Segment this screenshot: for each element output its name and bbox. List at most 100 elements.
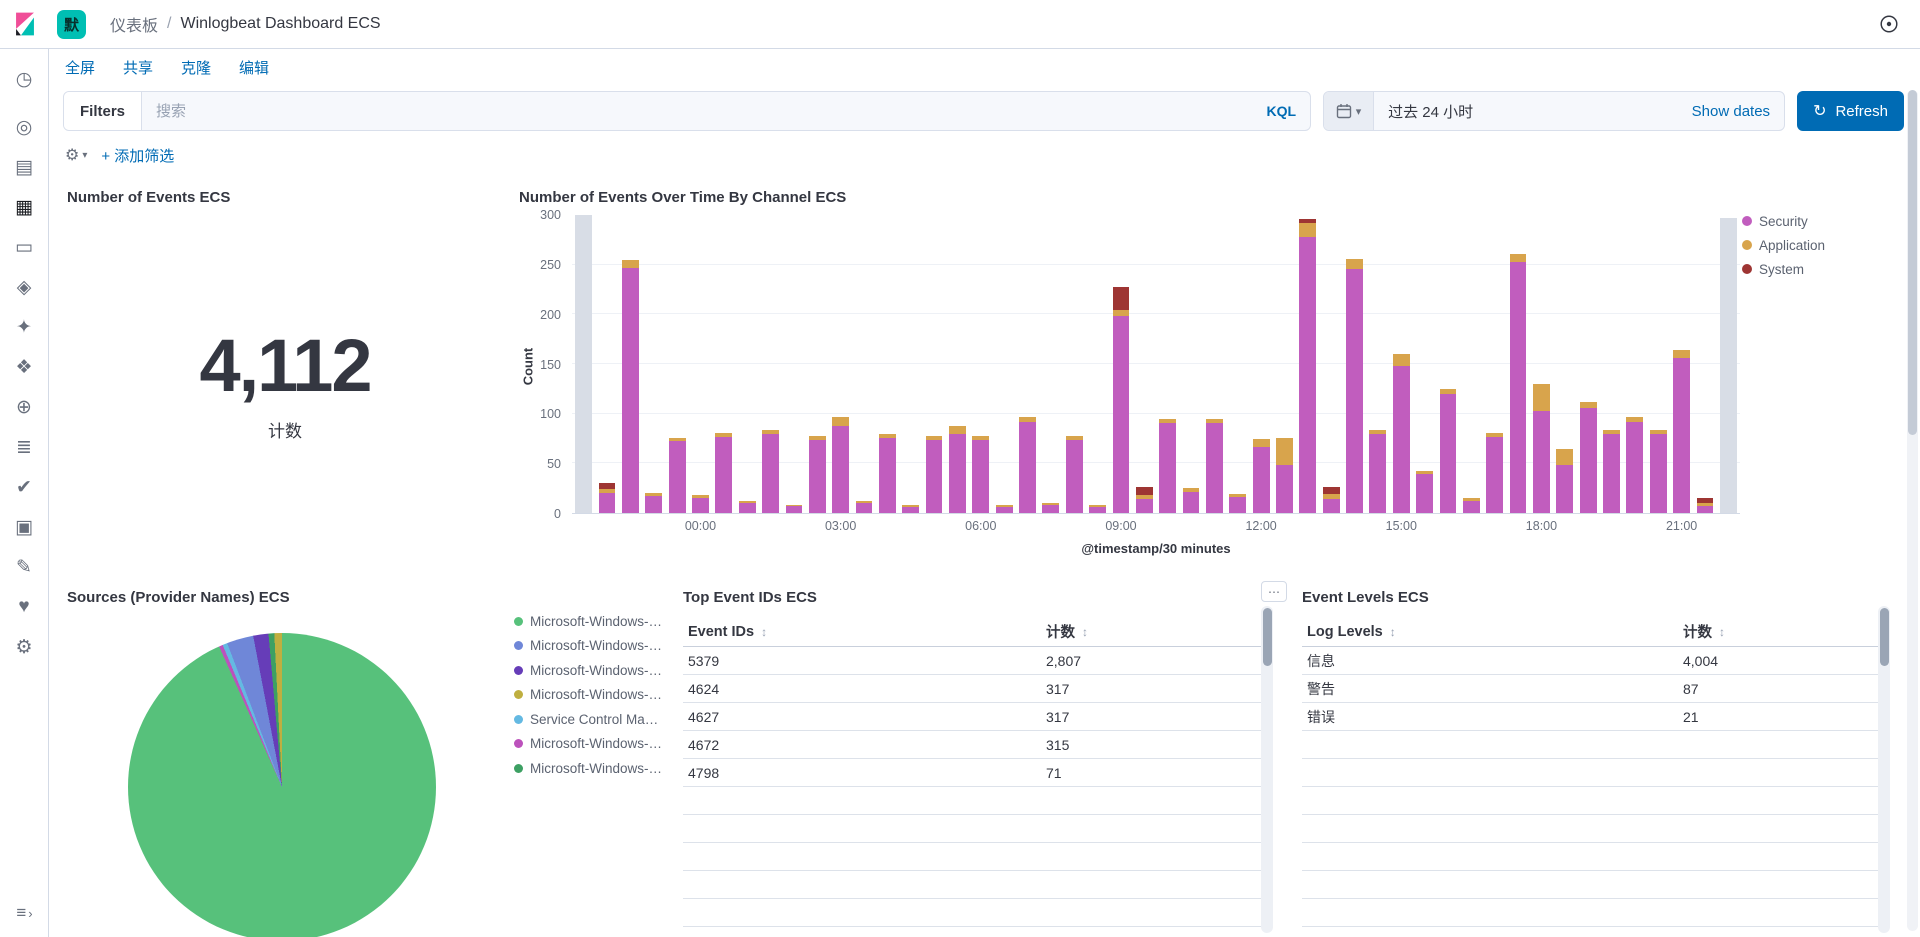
add-filter-link[interactable]: + 添加筛选 <box>101 147 175 165</box>
panel-menu-icon[interactable]: ⋯ <box>1261 581 1287 602</box>
stacked-bar[interactable] <box>1019 215 1036 513</box>
discover-icon[interactable]: ◎ <box>15 116 33 138</box>
clone-link[interactable]: 克隆 <box>181 59 212 77</box>
stacked-bar[interactable] <box>972 215 990 513</box>
space-avatar-badge[interactable]: 默 <box>57 9 86 39</box>
stacked-bar[interactable] <box>1579 215 1597 513</box>
stacked-bar[interactable] <box>1322 215 1340 513</box>
stacked-bar[interactable] <box>1649 215 1667 513</box>
stacked-bar[interactable] <box>1439 215 1457 513</box>
stacked-bar[interactable] <box>762 215 779 513</box>
stacked-bar[interactable] <box>1252 215 1270 513</box>
breadcrumb-dashboards-link[interactable]: 仪表板 <box>110 18 159 35</box>
recently-viewed-icon[interactable]: ◷ <box>15 68 33 90</box>
stacked-bar[interactable] <box>1673 215 1690 513</box>
management-icon[interactable]: ⚙ <box>15 636 33 658</box>
stacked-bar[interactable] <box>949 215 966 513</box>
graph-icon[interactable]: ❖ <box>15 356 33 378</box>
stacked-bar[interactable] <box>1065 215 1083 513</box>
column-header[interactable]: 计数 ↕ <box>1041 621 1261 642</box>
dev-tools-icon[interactable]: ✎ <box>16 556 32 578</box>
stacked-bar[interactable] <box>1042 215 1060 513</box>
column-header[interactable]: Log Levels ↕ <box>1302 624 1678 640</box>
stacked-bar[interactable] <box>1416 215 1434 513</box>
monitoring-icon[interactable]: ♥ <box>18 596 30 617</box>
stacked-bar[interactable] <box>1182 215 1200 513</box>
legend-item[interactable]: Application <box>1742 233 1890 257</box>
logs-icon[interactable]: ≣ <box>16 436 32 458</box>
share-link[interactable]: 共享 <box>123 59 154 77</box>
stacked-bar[interactable] <box>1462 215 1480 513</box>
stacked-bar[interactable] <box>902 215 920 513</box>
stacked-bar[interactable] <box>1135 215 1153 513</box>
stacked-bar[interactable] <box>645 215 663 513</box>
scrollbar-thumb[interactable] <box>1879 608 1889 666</box>
uptime-icon[interactable]: ✔ <box>16 476 32 498</box>
stacked-bar[interactable] <box>1533 215 1550 513</box>
stacked-bar[interactable] <box>1205 215 1223 513</box>
kql-toggle[interactable]: KQL <box>1266 103 1297 119</box>
stacked-bar[interactable] <box>738 215 756 513</box>
stacked-bar[interactable] <box>1556 215 1574 513</box>
stacked-bar[interactable] <box>1603 215 1620 513</box>
stacked-bar[interactable] <box>855 215 873 513</box>
stacked-bar[interactable] <box>1229 215 1247 513</box>
legend-item[interactable]: Microsoft-Windows-… <box>514 756 664 781</box>
stacked-bar[interactable] <box>1346 215 1363 513</box>
dashboard-icon[interactable]: ▦ <box>15 196 33 218</box>
help-icon[interactable] <box>1878 13 1900 35</box>
refresh-button[interactable]: ↻ Refresh <box>1797 91 1904 131</box>
table-scrollbar[interactable] <box>1261 606 1273 933</box>
legend-item[interactable]: Microsoft-Windows-… <box>514 683 664 708</box>
column-header[interactable]: Event IDs ↕ <box>683 624 1041 640</box>
show-dates-link[interactable]: Show dates <box>1691 102 1771 120</box>
sort-icon[interactable]: ↕ <box>1389 624 1396 639</box>
stacked-bar[interactable] <box>832 215 850 513</box>
stacked-bar[interactable] <box>808 215 826 513</box>
stacked-bar[interactable] <box>1299 215 1317 513</box>
stacked-bar[interactable] <box>925 215 943 513</box>
legend-item[interactable]: Security <box>1742 209 1890 233</box>
stacked-bar[interactable] <box>668 215 686 513</box>
stacked-bar[interactable] <box>1276 215 1293 513</box>
pie-chart[interactable] <box>128 633 436 937</box>
filter-settings-button[interactable]: ⚙ ▾ <box>65 145 87 165</box>
stacked-bar[interactable] <box>878 215 896 513</box>
stacked-bar[interactable] <box>1719 215 1737 513</box>
legend-item[interactable]: Microsoft-Windows-… <box>514 732 664 757</box>
table-scrollbar[interactable] <box>1878 606 1890 933</box>
stacked-bar[interactable] <box>575 215 593 513</box>
stacked-bar[interactable] <box>1112 215 1130 513</box>
search-input[interactable] <box>142 92 1267 130</box>
sort-icon[interactable]: ↕ <box>1719 624 1725 639</box>
stacked-bar[interactable] <box>1369 215 1387 513</box>
apm-icon[interactable]: ⊕ <box>16 396 32 418</box>
filters-button[interactable]: Filters <box>64 92 143 130</box>
legend-item[interactable]: Microsoft-Windows-… <box>514 634 664 659</box>
machine-learning-icon[interactable]: ✦ <box>16 316 32 338</box>
scrollbar-thumb[interactable] <box>1908 90 1917 435</box>
canvas-icon[interactable]: ▭ <box>15 236 33 258</box>
fullscreen-link[interactable]: 全屏 <box>65 59 96 77</box>
kibana-logo[interactable] <box>0 0 49 49</box>
visualize-icon[interactable]: ▤ <box>15 156 33 178</box>
page-scrollbar[interactable] <box>1907 90 1918 931</box>
legend-item[interactable]: Service Control Man… <box>514 707 664 732</box>
stacked-bar[interactable] <box>785 215 803 513</box>
siem-icon[interactable]: ▣ <box>15 516 33 538</box>
stacked-bar[interactable] <box>1486 215 1504 513</box>
stacked-bar[interactable] <box>715 215 733 513</box>
sort-icon[interactable]: ↕ <box>761 624 768 639</box>
stacked-bar[interactable] <box>692 215 709 513</box>
maps-icon[interactable]: ◈ <box>16 276 32 298</box>
column-header[interactable]: 计数 ↕ <box>1678 621 1878 642</box>
calendar-button[interactable]: ▾ <box>1324 92 1375 130</box>
stacked-bar[interactable] <box>1696 215 1714 513</box>
collapse-nav-icon[interactable]: ≡ › <box>0 897 49 929</box>
scrollbar-thumb[interactable] <box>1262 608 1272 666</box>
stacked-bar[interactable] <box>1089 215 1106 513</box>
stacked-bar[interactable] <box>1626 215 1644 513</box>
legend-item[interactable]: System <box>1742 257 1890 281</box>
time-range-value[interactable]: 过去 24 小时 <box>1388 103 1474 121</box>
stacked-bar[interactable] <box>621 215 639 513</box>
